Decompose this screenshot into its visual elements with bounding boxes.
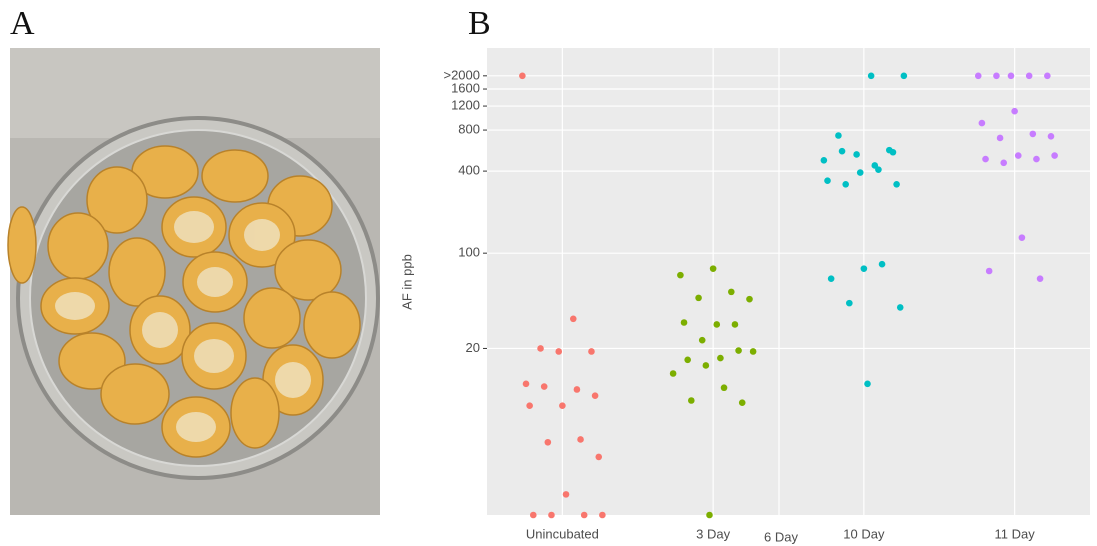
point: [544, 438, 552, 446]
point: [838, 147, 846, 155]
point: [595, 453, 603, 461]
panel-label: B: [468, 5, 491, 42]
y-tick-label: 20: [466, 340, 480, 355]
point: [900, 72, 908, 80]
point: [677, 271, 684, 279]
point: [746, 295, 753, 303]
y-tick-label: 1200: [451, 98, 480, 113]
x-annotation: 6 Day: [764, 529, 798, 544]
point: [591, 392, 599, 400]
point: [702, 362, 710, 369]
photo: [7, 48, 380, 515]
point: [580, 511, 588, 519]
point: [713, 321, 721, 328]
point: [577, 436, 584, 443]
point: [889, 148, 897, 156]
point: [978, 119, 986, 127]
y-tick-label: 1600: [451, 80, 480, 95]
x-tick-label: Unincubated: [526, 526, 599, 541]
plot-panel: [487, 48, 1090, 515]
point: [709, 265, 717, 272]
point: [749, 348, 757, 355]
point: [680, 319, 688, 326]
point: [688, 397, 695, 404]
y-tick-label: 100: [458, 245, 480, 260]
point: [1044, 72, 1051, 80]
point: [562, 491, 570, 498]
point: [846, 299, 853, 307]
point: [1036, 275, 1044, 282]
y-tick-label: 400: [458, 163, 480, 178]
point: [1047, 133, 1055, 140]
point: [529, 511, 537, 519]
point: [548, 511, 555, 519]
point: [985, 267, 993, 275]
point: [993, 72, 1000, 80]
point: [878, 260, 886, 268]
point: [706, 511, 713, 519]
x-tick-label: 10 Day: [843, 526, 885, 541]
y-axis-title: AF in ppb: [399, 254, 414, 310]
point: [540, 383, 548, 390]
point: [522, 380, 530, 388]
point: [559, 402, 566, 410]
point: [731, 321, 739, 328]
point: [728, 288, 735, 296]
point: [842, 181, 849, 188]
point: [717, 354, 724, 362]
point: [1025, 72, 1033, 80]
x-tick-label: 3 Day: [696, 526, 730, 541]
point: [735, 347, 742, 354]
point: [698, 336, 706, 344]
point: [1018, 234, 1026, 241]
x-tick-label: 11 Day: [995, 526, 1036, 541]
point: [1000, 159, 1008, 167]
panel-label: A: [10, 5, 35, 42]
point: [555, 348, 563, 355]
point: [974, 72, 982, 80]
point: [1011, 107, 1018, 115]
strip-chart: B 20 100 400 800 1200 1600>2000 AF in ppb Unincu…: [399, 5, 1090, 544]
point: [835, 132, 842, 139]
point: [827, 275, 835, 282]
point: [982, 155, 989, 163]
point: [588, 348, 595, 355]
point: [867, 72, 875, 80]
point: [720, 384, 728, 392]
point: [1029, 130, 1037, 138]
point: [875, 166, 882, 173]
point: [684, 356, 691, 364]
point: [695, 294, 702, 302]
point: [1033, 155, 1040, 163]
y-tick-label: >2000: [443, 67, 480, 82]
point: [1051, 152, 1058, 159]
point: [896, 304, 904, 311]
point: [853, 151, 860, 158]
point: [1014, 152, 1022, 159]
y-tick-label: 800: [458, 122, 480, 137]
point: [738, 399, 746, 406]
point: [864, 380, 871, 388]
point: [537, 345, 544, 352]
point: [856, 169, 864, 176]
point: [526, 402, 533, 410]
point: [996, 134, 1004, 142]
point: [820, 157, 828, 164]
point: [519, 72, 526, 80]
point: [893, 181, 900, 188]
point: [573, 386, 581, 393]
point: [599, 511, 606, 519]
point: [860, 265, 868, 272]
point: [824, 177, 831, 185]
point: [569, 315, 577, 323]
point: [1007, 72, 1015, 80]
point: [669, 370, 677, 377]
